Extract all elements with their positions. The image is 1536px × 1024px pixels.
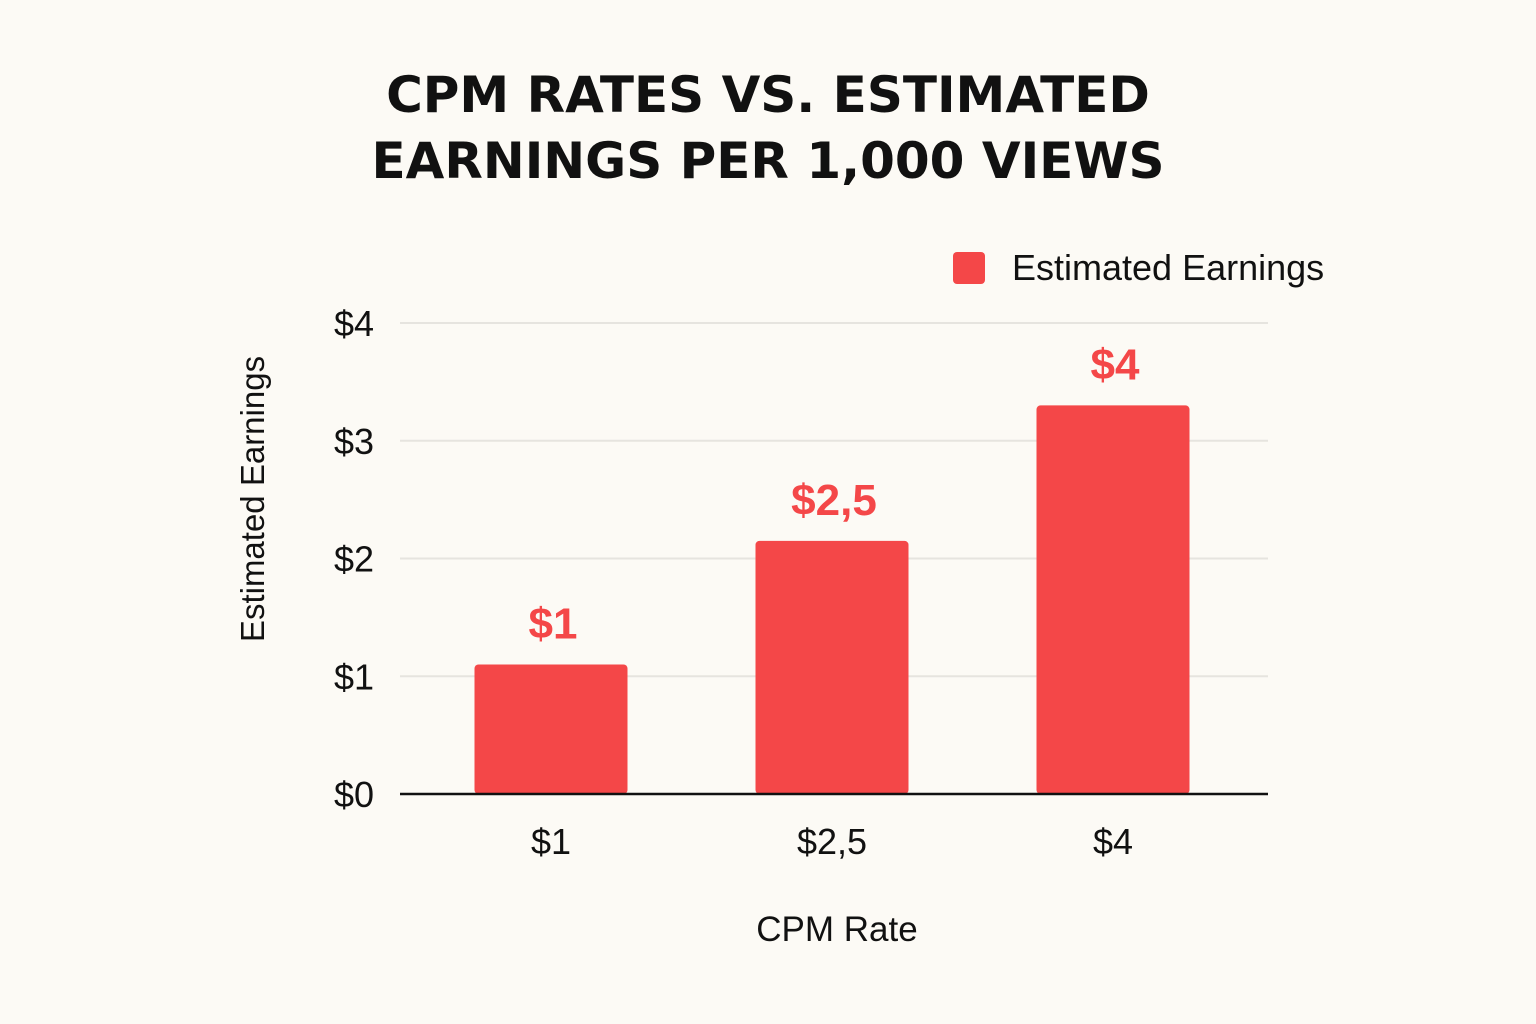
- chart-title: CPM RATES VS. ESTIMATED EARNINGS PER 1,0…: [0, 62, 1536, 194]
- y-tick-label: $3: [334, 421, 374, 462]
- legend-label: Estimated Earnings: [1012, 247, 1324, 288]
- legend-swatch: [953, 252, 985, 284]
- y-tick-label: $0: [334, 774, 374, 815]
- y-axis-label: Estimated Earnings: [234, 356, 271, 642]
- chart-title-line-2: EARNINGS PER 1,000 VIEWS: [371, 132, 1165, 190]
- bar: [474, 664, 628, 794]
- x-tick-label: $2,5: [797, 821, 867, 862]
- legend: Estimated Earnings: [953, 247, 1324, 288]
- x-tick-label: $4: [1093, 821, 1133, 862]
- data-label: $1: [529, 599, 578, 648]
- x-axis-label: CPM Rate: [756, 910, 917, 949]
- bar: [1036, 405, 1190, 794]
- y-tick-label: $2: [334, 539, 374, 580]
- chart-title-line-1: CPM RATES VS. ESTIMATED: [386, 66, 1150, 124]
- x-tick-label: $1: [531, 821, 571, 862]
- data-label: $4: [1091, 340, 1140, 389]
- bar: [755, 540, 909, 794]
- data-label: $2,5: [791, 476, 877, 525]
- y-tick-label: $1: [334, 656, 374, 697]
- y-tick-label: $4: [334, 303, 374, 344]
